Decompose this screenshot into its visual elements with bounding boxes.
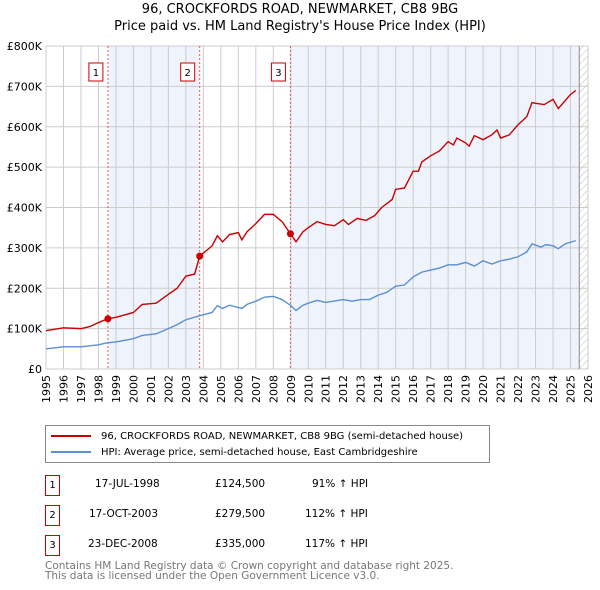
x-tick-label: 2019 [460,375,473,403]
y-tick-label: £400K [7,202,43,215]
sale-marker-box [180,62,196,82]
hpi-diff: 91% ↑ HPI [312,478,369,490]
sale-point [286,230,294,238]
legend-swatch [51,451,91,453]
price-chart: 1995 1996 1997 1998 1999 2000 2001 2002 2003 2004… [7,40,595,403]
x-tick-label: 1997 [75,375,88,403]
chart-title: 96, CROCKFORDS ROAD, NEWMARKET, CB8 9BG [141,2,459,17]
x-tick-label: 2009 [285,375,298,403]
x-tick-label: 2016 [407,375,420,403]
sale-point [196,252,204,260]
footer-line: This data is licensed under the Open Gov… [45,570,380,582]
sale-price: £124,500 [215,478,266,490]
hpi-diff: 117% ↑ HPI [305,538,368,550]
marker-badge: 1 [45,475,60,496]
transaction-row: 2 17-OCT-2003 £279,500 112% ↑ HPI [45,505,465,526]
legend-label: HPI: Average price, semi-detached house,… [101,446,418,458]
x-tick-label: 2006 [232,375,245,403]
legend-label: 96, CROCKFORDS ROAD, NEWMARKET, CB8 9BG … [101,430,464,442]
sale-marker-label: 2 [184,68,190,79]
x-tick-label: 2025 [565,375,578,403]
sale-point [104,315,112,323]
x-tick-label: 2002 [162,375,175,403]
sale-date: 17-OCT-2003 [89,508,158,520]
x-tick-label: 2024 [547,375,560,403]
sale-date: 17-JUL-1998 [95,478,160,490]
x-tick-label: 2022 [512,375,525,403]
y-tick-label: £200K [7,282,43,295]
legend-swatch [51,435,91,437]
footer-line: Contains HM Land Registry data © Crown c… [45,560,454,572]
x-tick-label: 2026 [582,375,595,403]
x-tick-label: 2008 [267,375,280,403]
y-tick-label: £500K [7,161,43,174]
x-tick-label: 1995 [40,375,53,403]
x-tick-label: 2020 [477,375,490,403]
x-tick-label: 1998 [92,375,105,403]
x-tick-label: 1996 [57,375,70,403]
hpi-diff: 112% ↑ HPI [305,508,368,520]
sale-marker-label: 1 [93,68,99,79]
x-tick-label: 2017 [425,375,438,403]
footer: Contains HM Land Registry data © Crown c… [45,560,454,582]
chart-subtitle: Price paid vs. HM Land Registry's House … [114,19,486,34]
sale-date: 23-DEC-2008 [88,538,158,550]
x-tick-label: 2011 [320,375,333,403]
marker-badge: 3 [45,535,60,556]
sale-marker-box [88,62,104,82]
x-tick-label: 2018 [442,375,455,403]
legend-item-hpi: HPI: Average price, semi-detached house,… [51,444,418,460]
sale-price: £335,000 [215,538,266,550]
x-tick-label: 2014 [372,375,385,403]
series-line [45,89,577,332]
sale-price: £279,500 [215,508,266,520]
x-tick-label: 2004 [197,375,210,403]
sale-marker-label: 3 [275,68,281,79]
x-tick-label: 2012 [337,375,350,403]
x-tick-label: 2007 [250,375,263,403]
y-tick-label: £100K [7,323,43,336]
y-tick-label: £300K [7,242,43,255]
y-tick-label: £0 [28,363,42,376]
y-tick-label: £800K [7,40,43,53]
y-tick-label: £600K [7,121,43,134]
x-tick-label: 2015 [390,375,403,403]
x-tick-label: 1999 [110,375,123,403]
x-tick-label: 2003 [180,375,193,403]
x-tick-label: 2001 [145,375,158,403]
y-tick-label: £700K [7,80,43,93]
sale-marker-box [270,62,286,82]
x-tick-label: 2005 [215,375,228,403]
marker-badge: 2 [45,505,60,526]
x-tick-label: 2021 [495,375,508,403]
series-line [45,239,576,350]
legend-item-property: 96, CROCKFORDS ROAD, NEWMARKET, CB8 9BG … [51,428,463,444]
x-tick-label: 2023 [530,375,543,403]
transaction-row: 3 23-DEC-2008 £335,000 117% ↑ HPI [45,535,465,556]
x-tick-label: 2010 [302,375,315,403]
legend: 96, CROCKFORDS ROAD, NEWMARKET, CB8 9BG … [45,425,490,463]
x-tick-label: 2013 [355,375,368,403]
transaction-row: 1 17-JUL-1998 £124,500 91% ↑ HPI [45,475,465,496]
x-tick-label: 2000 [127,375,140,403]
